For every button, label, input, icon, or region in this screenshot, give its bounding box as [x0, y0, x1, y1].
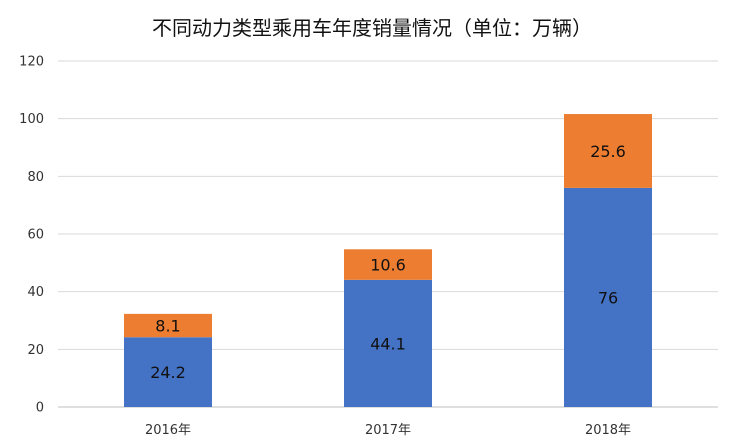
y-tick-label: 0 [36, 401, 44, 416]
data-label: 24.2 [150, 363, 186, 382]
y-tick-label: 100 [19, 112, 44, 127]
bars [124, 114, 652, 407]
data-label: 44.1 [370, 334, 406, 353]
data-labels: 24.2 8.1 44.1 10.6 76 25.6 [150, 142, 626, 382]
bar-segment [124, 337, 212, 407]
bar-segment [344, 249, 432, 280]
chart-title: 不同动力类型乘用车年度销量情况（单位：万辆） [152, 16, 592, 40]
data-label: 10.6 [370, 256, 406, 275]
y-tick-label: 20 [27, 343, 44, 358]
bar-segment [564, 114, 652, 188]
data-label: 25.6 [590, 142, 626, 161]
y-tick-label: 60 [27, 228, 44, 243]
data-label: 8.1 [155, 317, 180, 336]
x-tick-label: 2017年 [365, 423, 411, 438]
axes: 0 20 40 60 80 100 120 2016年 2017年 2018年 [19, 55, 631, 439]
data-label: 76 [598, 288, 618, 307]
bar-segment [124, 313, 212, 338]
bar-segment [564, 187, 652, 407]
y-tick-label: 40 [27, 285, 44, 300]
y-tick-label: 80 [27, 170, 44, 185]
y-tick-label: 120 [19, 55, 44, 70]
x-tick-label: 2018年 [585, 423, 631, 438]
bar-segment [344, 279, 432, 407]
x-tick-label: 2016年 [145, 423, 191, 438]
